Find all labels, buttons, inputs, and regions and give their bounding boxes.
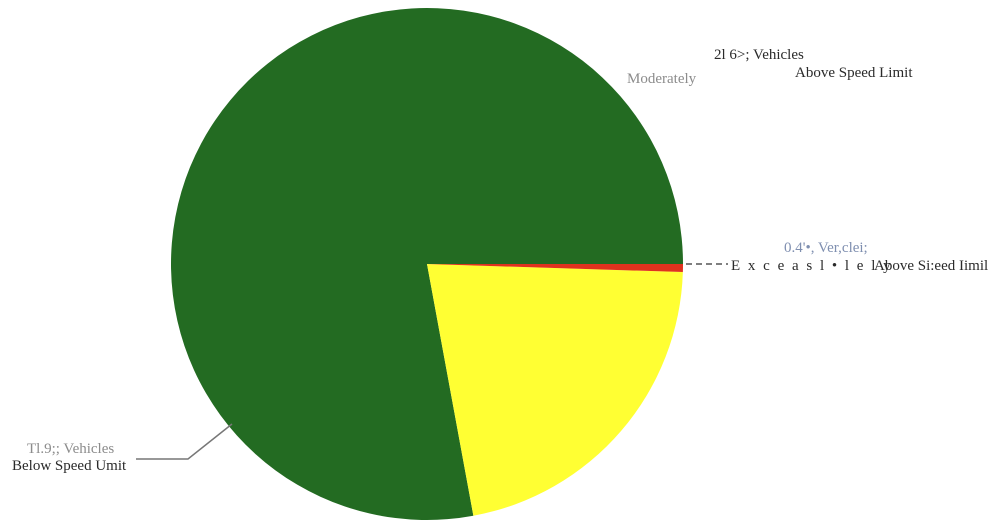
slice-label-excessive-line1: 0.4'•, Ver,clei; [784, 240, 868, 256]
pie-slice-moderate [427, 264, 683, 516]
slice-label-below-line1: Tl.9;; Vehicles [27, 441, 114, 457]
slice-label-below-line2: Below Speed Umit [12, 458, 127, 474]
pie-slice-excessive [427, 264, 683, 273]
slice-label-moderate-line3: Above Speed Limit [795, 65, 913, 81]
pie-slices [170, 7, 683, 520]
slice-label-excessive-line2: E x c e a s l • l e l y [731, 258, 893, 274]
slice-label-moderate-line1: 2l 6>; Vehicles [714, 47, 804, 63]
leader-line-below [136, 423, 233, 460]
slice-label-excessive-line3: Above Si:eed Iimil [874, 258, 988, 274]
slice-label-moderate-line2: Moderately [627, 71, 697, 87]
pie-slice-below [170, 7, 683, 520]
